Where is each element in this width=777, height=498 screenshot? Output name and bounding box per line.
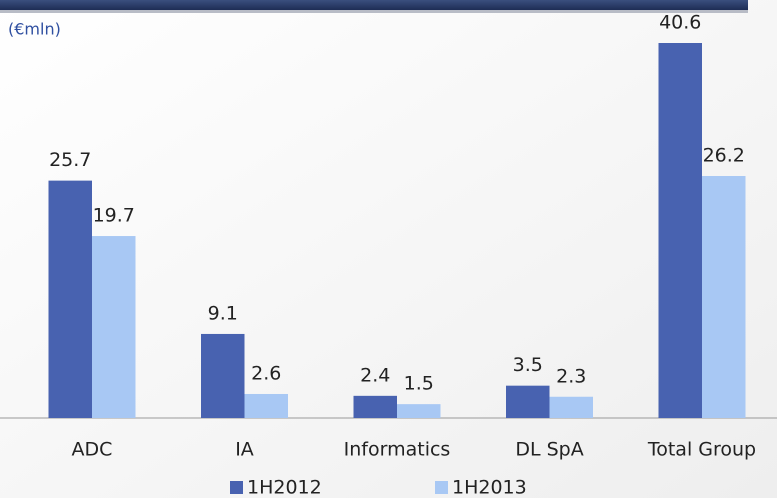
- header-strip: [0, 0, 748, 10]
- data-label: 26.2: [703, 145, 745, 167]
- data-label: 9.1: [208, 302, 238, 324]
- legend-swatch: [435, 481, 448, 494]
- data-label: 40.6: [659, 12, 701, 34]
- x-tick-label: DL SpA: [515, 439, 583, 461]
- data-label: 3.5: [513, 354, 543, 376]
- bar: [92, 236, 136, 418]
- data-label: 25.7: [49, 149, 91, 171]
- data-label: 19.7: [93, 205, 135, 227]
- bar: [702, 176, 746, 418]
- bar: [244, 393, 288, 418]
- data-label: 1.5: [404, 373, 434, 395]
- data-label: 2.4: [360, 364, 390, 386]
- x-tick-label: Informatics: [344, 439, 451, 461]
- legend-label: 1H2012: [247, 477, 322, 498]
- bar: [397, 404, 441, 418]
- x-tick-label: IA: [235, 439, 254, 461]
- bar: [658, 43, 702, 418]
- bar: [353, 395, 397, 418]
- unit-label: (€mln): [8, 20, 61, 39]
- x-tick-label: ADC: [72, 439, 113, 461]
- bar: [48, 180, 92, 418]
- legend-swatch: [230, 481, 243, 494]
- bar: [201, 333, 245, 418]
- header-shadow: [0, 10, 748, 13]
- legend-label: 1H2013: [452, 477, 527, 498]
- bar: [549, 396, 593, 418]
- data-label: 2.6: [251, 362, 281, 384]
- data-label: 2.3: [556, 365, 586, 387]
- bar: [506, 385, 550, 418]
- x-tick-label: Total Group: [647, 439, 756, 461]
